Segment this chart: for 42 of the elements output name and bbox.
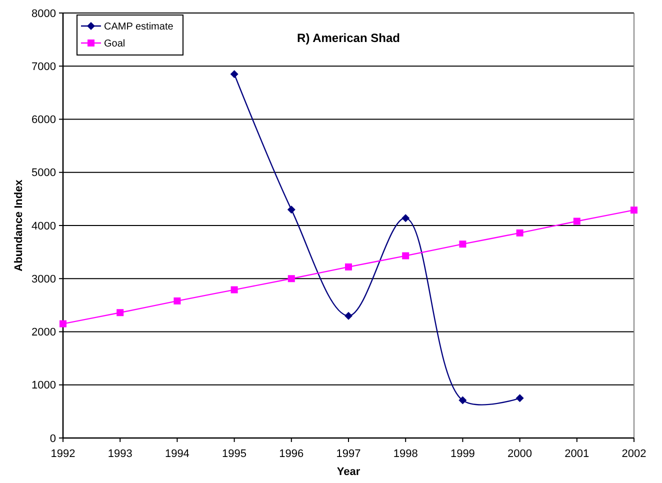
y-tick-label: 4000: [32, 220, 56, 232]
point: [516, 229, 524, 236]
point: [230, 70, 238, 78]
point: [344, 312, 352, 320]
x-tick-label: 1994: [164, 448, 190, 460]
y-tick-label: 8000: [32, 8, 56, 20]
point: [230, 286, 238, 294]
point: [459, 240, 466, 248]
point: [345, 263, 352, 270]
point: [402, 214, 410, 222]
point: [288, 275, 295, 282]
x-tick-label: 1992: [50, 448, 76, 460]
point: [60, 320, 66, 328]
x-tick-label: 1996: [279, 448, 304, 460]
x-tick-label: 1995: [222, 448, 247, 460]
y-tick-label: 2000: [32, 326, 56, 339]
y-axis-title: Abundance Index: [13, 178, 25, 272]
x-tick-label: 1998: [393, 448, 418, 460]
y-tick-label: 7000: [32, 60, 56, 73]
text: R) American Shad: [297, 31, 400, 45]
point: [573, 218, 580, 225]
point: [174, 297, 181, 304]
x-tick-label: 2001: [564, 448, 590, 460]
point: [287, 206, 296, 214]
legend-label: Goal: [104, 38, 126, 50]
x-tick-label: 2000: [508, 448, 532, 460]
y-tick-label: 3000: [32, 273, 56, 286]
point: [116, 309, 124, 316]
y-tick-label: 6000: [32, 114, 56, 126]
y-tick-label: 5000: [32, 167, 56, 180]
x-axis-title: Year: [336, 466, 361, 478]
x-tick-label: 1997: [336, 448, 361, 460]
x-tick-label: 1993: [108, 448, 132, 460]
legend-label: CAMP estimate: [104, 22, 174, 32]
x-tick-label: 2002: [622, 448, 646, 460]
point: [402, 252, 410, 260]
y-tick-label: 0: [50, 432, 56, 445]
point: [516, 394, 524, 402]
point: [458, 396, 467, 404]
y-tick-label: 1000: [32, 380, 56, 392]
point: [630, 206, 638, 214]
x-tick-label: 1999: [450, 448, 475, 460]
